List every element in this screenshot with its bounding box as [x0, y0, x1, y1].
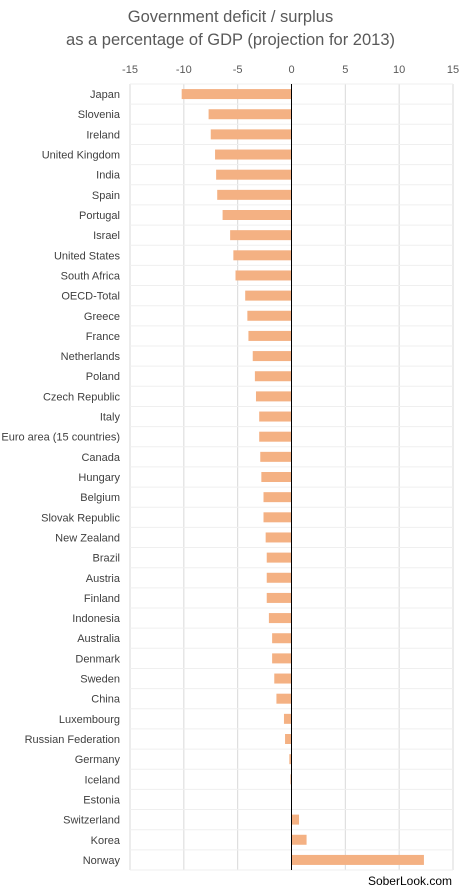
category-label: Portugal	[79, 210, 120, 222]
bar	[208, 109, 292, 120]
category-label: Switzerland	[63, 815, 120, 827]
chart-title-line-2: as a percentage of GDP (projection for 2…	[66, 31, 395, 49]
bar	[217, 189, 292, 200]
x-tick-label: 15	[447, 64, 459, 76]
bar	[291, 854, 424, 865]
category-label: Hungary	[78, 472, 120, 484]
bar	[247, 310, 292, 321]
category-label: Italy	[100, 412, 121, 424]
bar	[266, 552, 292, 563]
category-label: Norway	[83, 855, 121, 867]
category-label: Israel	[93, 230, 120, 242]
category-label: Sweden	[80, 674, 120, 686]
category-label: India	[96, 170, 121, 182]
bar	[233, 250, 292, 261]
bar	[266, 592, 292, 603]
bar	[259, 431, 292, 442]
bar	[272, 633, 292, 644]
bar	[259, 411, 292, 422]
bar	[222, 210, 292, 220]
category-label: Slovenia	[78, 109, 121, 121]
category-label: Brazil	[92, 553, 120, 565]
x-tick-label: -15	[122, 64, 138, 76]
bar	[263, 512, 292, 523]
x-tick-label: -10	[176, 64, 192, 76]
bar	[263, 492, 292, 503]
category-label: Korea	[91, 835, 121, 847]
bar	[230, 230, 292, 241]
bar	[235, 270, 292, 281]
bar	[285, 734, 292, 744]
category-label: Denmark	[75, 653, 120, 665]
bar	[291, 834, 307, 845]
category-label: China	[91, 694, 121, 706]
bar	[290, 774, 292, 785]
category-label: Canada	[81, 452, 120, 464]
bar	[274, 673, 292, 684]
chart-title-line-1: Government deficit / surplus	[127, 8, 334, 26]
bar	[283, 713, 292, 724]
category-label: Netherlands	[61, 351, 121, 363]
bar	[245, 290, 292, 301]
bar	[261, 472, 292, 482]
category-label: Spain	[92, 190, 120, 202]
category-label: Czech Republic	[43, 391, 121, 403]
category-label: Estonia	[83, 794, 121, 806]
category-label: New Zealand	[55, 532, 120, 544]
bar	[254, 371, 292, 382]
category-label: Poland	[86, 371, 120, 383]
category-label: Euro area (15 countries)	[1, 432, 120, 444]
x-tick-label: 10	[393, 64, 405, 76]
bar	[272, 653, 292, 664]
category-label: Austria	[86, 573, 121, 585]
category-label: Finland	[84, 593, 120, 605]
category-label: Russian Federation	[25, 734, 120, 746]
bar	[181, 89, 292, 100]
bar	[268, 613, 292, 624]
category-label: South Africa	[61, 270, 121, 282]
bar	[276, 693, 292, 704]
bar	[216, 169, 292, 180]
category-label: Greece	[84, 311, 120, 323]
bar	[260, 451, 292, 462]
bar	[252, 351, 292, 362]
bar	[265, 532, 292, 543]
bar	[289, 754, 292, 765]
category-label: France	[86, 331, 120, 343]
category-label: Luxembourg	[59, 714, 120, 726]
bar	[266, 572, 292, 583]
category-label: United States	[54, 250, 121, 262]
category-label: Iceland	[85, 774, 120, 786]
watermark: SoberLook.com	[367, 874, 452, 888]
category-label: Australia	[77, 633, 121, 645]
category-label: Slovak Republic	[41, 512, 120, 524]
bar	[215, 149, 292, 160]
bar	[255, 391, 292, 402]
category-label: OECD-Total	[61, 291, 120, 303]
category-label: Germany	[75, 754, 121, 766]
x-tick-label: 5	[342, 64, 348, 76]
category-label: Belgium	[80, 492, 120, 504]
bar	[248, 330, 292, 341]
category-label: Indonesia	[72, 613, 121, 625]
x-tick-label: 0	[288, 64, 294, 76]
category-label: United Kingdom	[42, 150, 120, 162]
category-label: Japan	[90, 89, 120, 101]
x-tick-label: -5	[233, 64, 243, 76]
category-label: Ireland	[86, 129, 120, 141]
bar	[210, 129, 292, 140]
bar	[291, 814, 300, 825]
